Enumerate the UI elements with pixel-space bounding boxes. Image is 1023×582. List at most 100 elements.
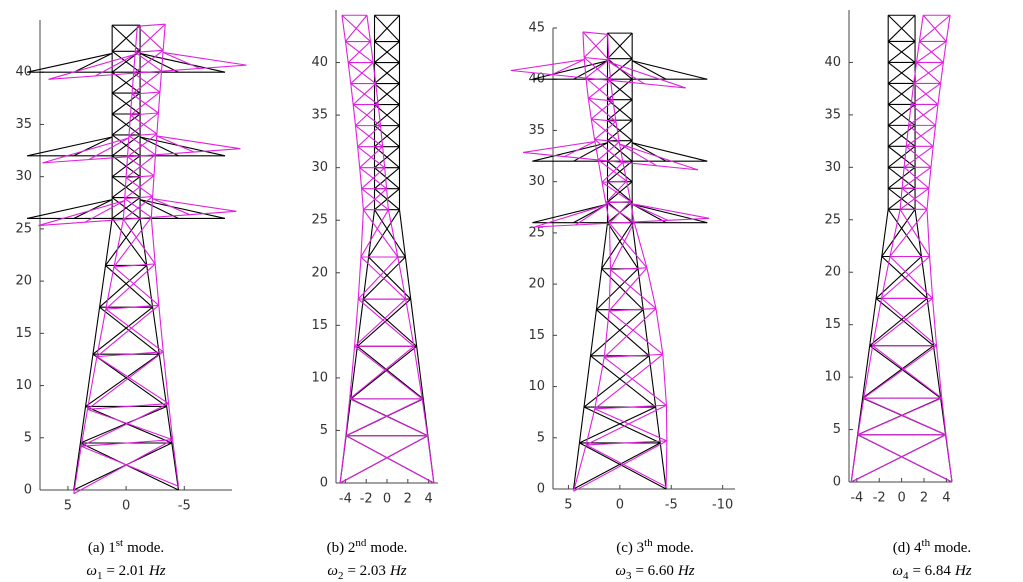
- tower-member: [607, 140, 633, 162]
- mode-member: [603, 356, 667, 406]
- caption-sup: nd: [355, 537, 367, 549]
- y-tick-label: 30: [15, 169, 32, 184]
- mode-member: [618, 141, 624, 163]
- tower-member: [27, 52, 113, 73]
- y-tick-label: 15: [528, 328, 545, 343]
- mode-member: [880, 256, 891, 299]
- mode-member: [608, 269, 612, 311]
- caption: (c) 3th mode.: [616, 537, 694, 556]
- tower-member: [631, 142, 667, 162]
- mode-member: [172, 439, 180, 487]
- tower-member: [596, 309, 650, 357]
- mode-member: [942, 41, 947, 63]
- mode-member: [366, 15, 372, 42]
- y-tick-label: 0: [320, 476, 328, 491]
- mode-member: [347, 62, 377, 85]
- tower-member: [579, 442, 667, 490]
- tower-member: [416, 346, 424, 399]
- mode-member: [622, 162, 628, 182]
- mode-member: [42, 156, 128, 164]
- x-tick-label: -5: [178, 499, 191, 514]
- tower-member: [926, 298, 935, 346]
- mode-member: [156, 112, 159, 134]
- mode-member: [922, 14, 947, 42]
- frequency-value: = 2.03: [347, 563, 385, 579]
- mode-member: [881, 298, 937, 347]
- mode-member: [586, 440, 667, 446]
- y-tick-label: 25: [824, 212, 841, 227]
- mode-member: [585, 444, 667, 488]
- tower-member: [92, 307, 101, 355]
- mode-member: [80, 403, 169, 447]
- mode-member: [105, 308, 164, 353]
- tower-member: [85, 354, 94, 407]
- mode-member: [152, 198, 237, 212]
- y-tick-label: 30: [311, 160, 328, 175]
- mode-member: [551, 59, 585, 76]
- mode-member: [135, 49, 164, 53]
- mode-member: [633, 221, 648, 268]
- tower-member: [104, 218, 113, 266]
- tower-member: [875, 298, 934, 347]
- mode-member: [372, 62, 377, 84]
- mode-member: [582, 31, 608, 35]
- tower-member: [111, 218, 148, 266]
- mode-member: [156, 135, 195, 153]
- omega-sub: 2: [338, 570, 344, 582]
- mode-member: [594, 353, 664, 410]
- mode-member: [386, 188, 389, 210]
- mode-member: [940, 62, 944, 84]
- mode-member: [905, 145, 932, 168]
- tower-member: [111, 176, 141, 198]
- tower-member: [583, 355, 592, 408]
- mode-member: [626, 180, 632, 202]
- mode-member: [345, 435, 435, 484]
- tower-member: [368, 209, 376, 258]
- mode-member: [913, 62, 918, 84]
- omega-sub: 1: [97, 570, 103, 582]
- caption: (b) 2nd mode.: [327, 537, 408, 556]
- mode-member: [583, 33, 608, 58]
- mode-member: [360, 209, 364, 258]
- tower-member: [607, 119, 633, 142]
- mode-member: [359, 167, 363, 189]
- tower-member: [79, 406, 87, 444]
- mode-member: [154, 133, 158, 155]
- mode-member: [594, 404, 667, 410]
- tower-member: [158, 354, 168, 407]
- mode-member: [523, 140, 596, 154]
- mode-member: [603, 308, 657, 358]
- mode-member: [603, 310, 610, 358]
- mode-member: [413, 346, 423, 399]
- mode-member: [158, 305, 164, 352]
- mode-member: [583, 57, 587, 79]
- mode-member: [941, 398, 947, 435]
- omega: ω: [892, 563, 903, 579]
- mode-member: [597, 159, 628, 182]
- mode-member: [134, 26, 138, 53]
- mode-member: [128, 112, 159, 137]
- tower-member: [85, 405, 173, 444]
- mode-member: [610, 80, 614, 102]
- tower-member: [374, 83, 400, 106]
- mode-member: [601, 180, 627, 183]
- mode-member: [945, 434, 953, 483]
- y-tick-label: 35: [528, 123, 545, 138]
- mode-member: [899, 188, 903, 210]
- mode-member: [610, 79, 686, 89]
- mode-member: [38, 218, 124, 227]
- tower-member: [85, 353, 160, 407]
- mode-member: [105, 263, 156, 310]
- mode-member: [130, 91, 161, 116]
- tower-member: [166, 406, 173, 444]
- mode-member: [96, 309, 107, 357]
- mode-member: [597, 159, 603, 183]
- tower-member: [590, 355, 657, 408]
- mode-member: [360, 256, 407, 300]
- mode-member: [347, 62, 352, 84]
- mode-member: [354, 298, 407, 347]
- caption-label: (b) 2: [327, 540, 356, 556]
- mode-member: [926, 188, 930, 210]
- mode-member: [863, 397, 947, 436]
- mode-member: [863, 345, 937, 399]
